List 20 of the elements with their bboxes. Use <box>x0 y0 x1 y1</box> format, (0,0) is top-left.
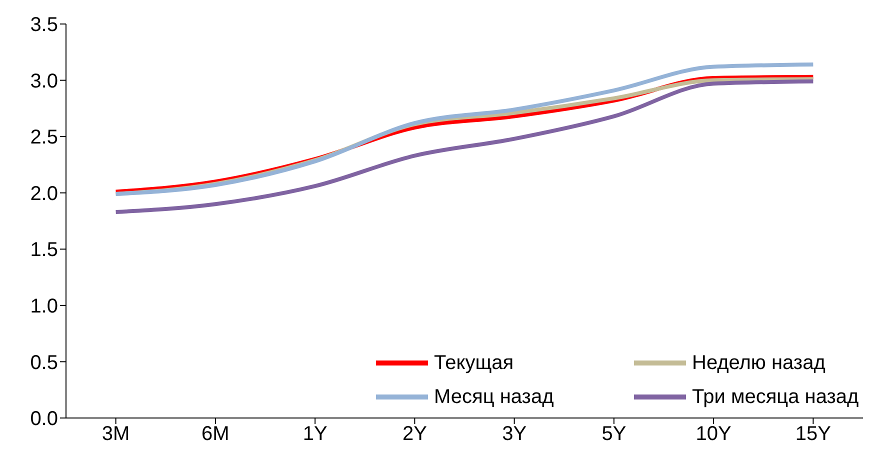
x-tick-label: 5Y <box>602 423 626 446</box>
y-tick-label: 3.5 <box>30 14 58 36</box>
legend-label: Три месяца назад <box>692 386 859 408</box>
y-tick-label: 0.0 <box>30 408 58 430</box>
x-tick-label: 2Y <box>402 423 427 446</box>
legend-label: Неделю назад <box>692 352 826 374</box>
legend-label: Месяц назад <box>434 386 554 408</box>
x-tick-label: 15Y <box>795 423 831 446</box>
x-tick-label: 3M <box>102 423 130 446</box>
x-tick-label: 6M <box>202 423 230 446</box>
y-tick-label: 2.0 <box>30 182 58 205</box>
legend-label: Текущая <box>434 352 514 374</box>
y-tick-label: 1.5 <box>30 239 58 262</box>
y-tick-label: 0.5 <box>30 352 58 374</box>
y-tick-label: 2.5 <box>30 126 58 149</box>
x-tick-label: 3Y <box>502 423 527 446</box>
x-tick-label: 10Y <box>696 423 732 446</box>
y-tick-label: 3.0 <box>30 70 58 92</box>
x-tick-label: 1Y <box>302 423 328 446</box>
y-tick-label: 1.0 <box>30 296 58 318</box>
